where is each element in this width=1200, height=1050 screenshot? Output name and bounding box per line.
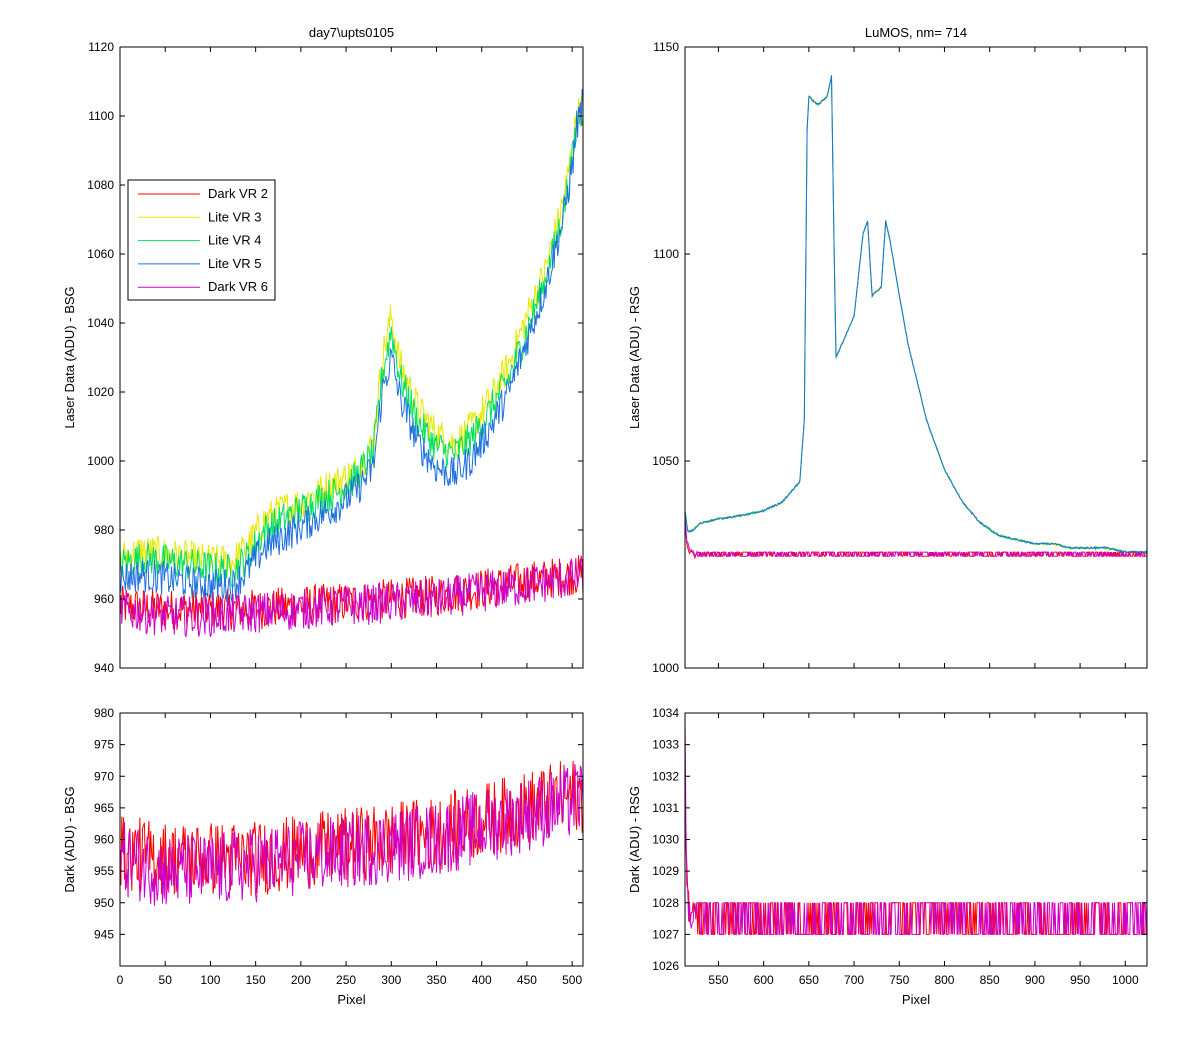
legend-entry: Dark VR 6 [208,279,268,294]
y-tick-label: 940 [94,661,114,675]
series-line-lite-vr-3 [120,94,583,577]
x-tick-label: 150 [246,973,266,987]
series-line-lite-vr-5 [685,75,1147,554]
legend-entry: Lite VR 4 [208,233,261,248]
x-tick-label: 300 [381,973,401,987]
series-line-dark-vr-6 [120,555,583,637]
legend-box [127,179,276,301]
y-tick-label: 1032 [652,769,679,783]
y-tick-label: 1050 [652,454,679,468]
series-line-lite-vr-4 [685,76,1147,554]
x-tick-label: 950 [1070,973,1090,987]
x-tick-label: 50 [159,973,173,987]
x-tick-label: 700 [844,973,864,987]
y-tick-label: 1034 [652,706,679,720]
axes-frame [119,46,584,669]
x-tick-label: 550 [708,973,728,987]
legend: Dark VR 2 Lite VR 3 Lite VR 4 Lite VR 5 Dark… [127,179,276,301]
y-tick-label: 960 [94,592,114,606]
x-tick-label: 1000 [1112,973,1139,987]
chart-title: LuMOS, nm= 714 [865,25,967,40]
x-tick-label: 800 [934,973,954,987]
y-tick-label: 1100 [88,109,114,123]
plot-area-bsg_laser [120,89,583,637]
x-tick-label: 500 [562,973,582,987]
y-tick-label: 1060 [87,247,114,261]
y-tick-label: 955 [94,864,114,878]
y-tick-label: 970 [94,769,114,783]
y-tick-label: 1033 [652,738,679,752]
legend-entry: Lite VR 5 [208,256,261,271]
y-tick-label: 1030 [652,833,679,847]
legend-entry: Dark VR 2 [208,186,268,201]
y-tick-label: 1029 [652,864,679,878]
y-tick-label: 1000 [652,661,679,675]
x-tick-label: 650 [799,973,819,987]
y-tick-label: 980 [94,706,114,720]
x-axis-label: Pixel [337,992,365,1007]
y-tick-label: 1026 [652,959,679,973]
y-axis-label: Laser Data (ADU) - BSG [62,286,77,428]
axes-bsg_laser: 940 960 980 1000 1020 1040 1060 1080 1100 1120 day… [62,25,584,675]
y-tick-label: 1020 [87,385,114,399]
y-tick-label: 950 [94,896,114,910]
x-tick-label: 450 [517,973,537,987]
y-tick-label: 1027 [652,927,679,941]
x-tick-label: 600 [754,973,774,987]
legend-entry: Lite VR 3 [208,209,261,224]
plot-area-bsg_dark [120,760,583,906]
x-tick-label: 200 [291,973,311,987]
y-tick-label: 1040 [87,316,114,330]
y-tick-label: 1150 [653,40,679,54]
y-tick-label: 1000 [87,454,114,468]
series-line-dark-vr-6 [120,764,583,906]
y-tick-label: 945 [94,927,114,941]
x-tick-label: 850 [980,973,1000,987]
y-tick-label: 1028 [652,896,679,910]
series-line-dark-vr-6 [685,717,1147,935]
series-line-lite-vr-5 [120,89,583,603]
y-axis-label: Dark (ADU) - RSG [627,786,642,893]
x-tick-label: 400 [472,973,492,987]
plot-area-rsg_laser [685,75,1147,560]
chart-title: day7\upts0105 [309,25,394,40]
axes-frame [684,46,1148,669]
x-tick-label: 250 [336,973,356,987]
x-axis-label: Pixel [902,992,930,1007]
y-axis-label: Laser Data (ADU) - RSG [627,286,642,429]
x-tick-label: 900 [1025,973,1045,987]
x-tick-label: 0 [117,973,124,987]
x-tick-label: 100 [200,973,220,987]
y-tick-label: 1080 [87,178,114,192]
y-tick-label: 960 [94,833,114,847]
series-line-lite-vr-4 [120,106,583,588]
plot-area-rsg_dark [685,717,1147,935]
axes-rsg_dark: 550 600 650 700 750 800 850 900 950 1000 1026 1027 1… [627,706,1148,1007]
x-tick-label: 750 [889,973,909,987]
y-axis-label: Dark (ADU) - BSG [62,786,77,892]
y-tick-label: 975 [94,738,114,752]
axes-bsg_dark: 0 50 100 150 200 250 300 350 400 450 500 945 950 955 9… [62,706,584,1007]
series-line-dark-vr-2 [120,555,583,630]
series-line-dark-vr-6 [685,517,1147,557]
y-tick-label: 965 [94,801,114,815]
y-tick-label: 1100 [653,247,679,261]
x-tick-label: 350 [426,973,446,987]
y-tick-label: 980 [94,523,114,537]
y-tick-label: 1120 [88,40,114,54]
series-line-lite-vr-3 [685,75,1147,555]
series-line-dark-vr-2 [120,760,583,896]
y-tick-label: 1031 [652,801,679,815]
axes-rsg_laser: 1000 1050 1100 1150 LuMOS, nm= 714 Laser Data… [627,25,1148,675]
